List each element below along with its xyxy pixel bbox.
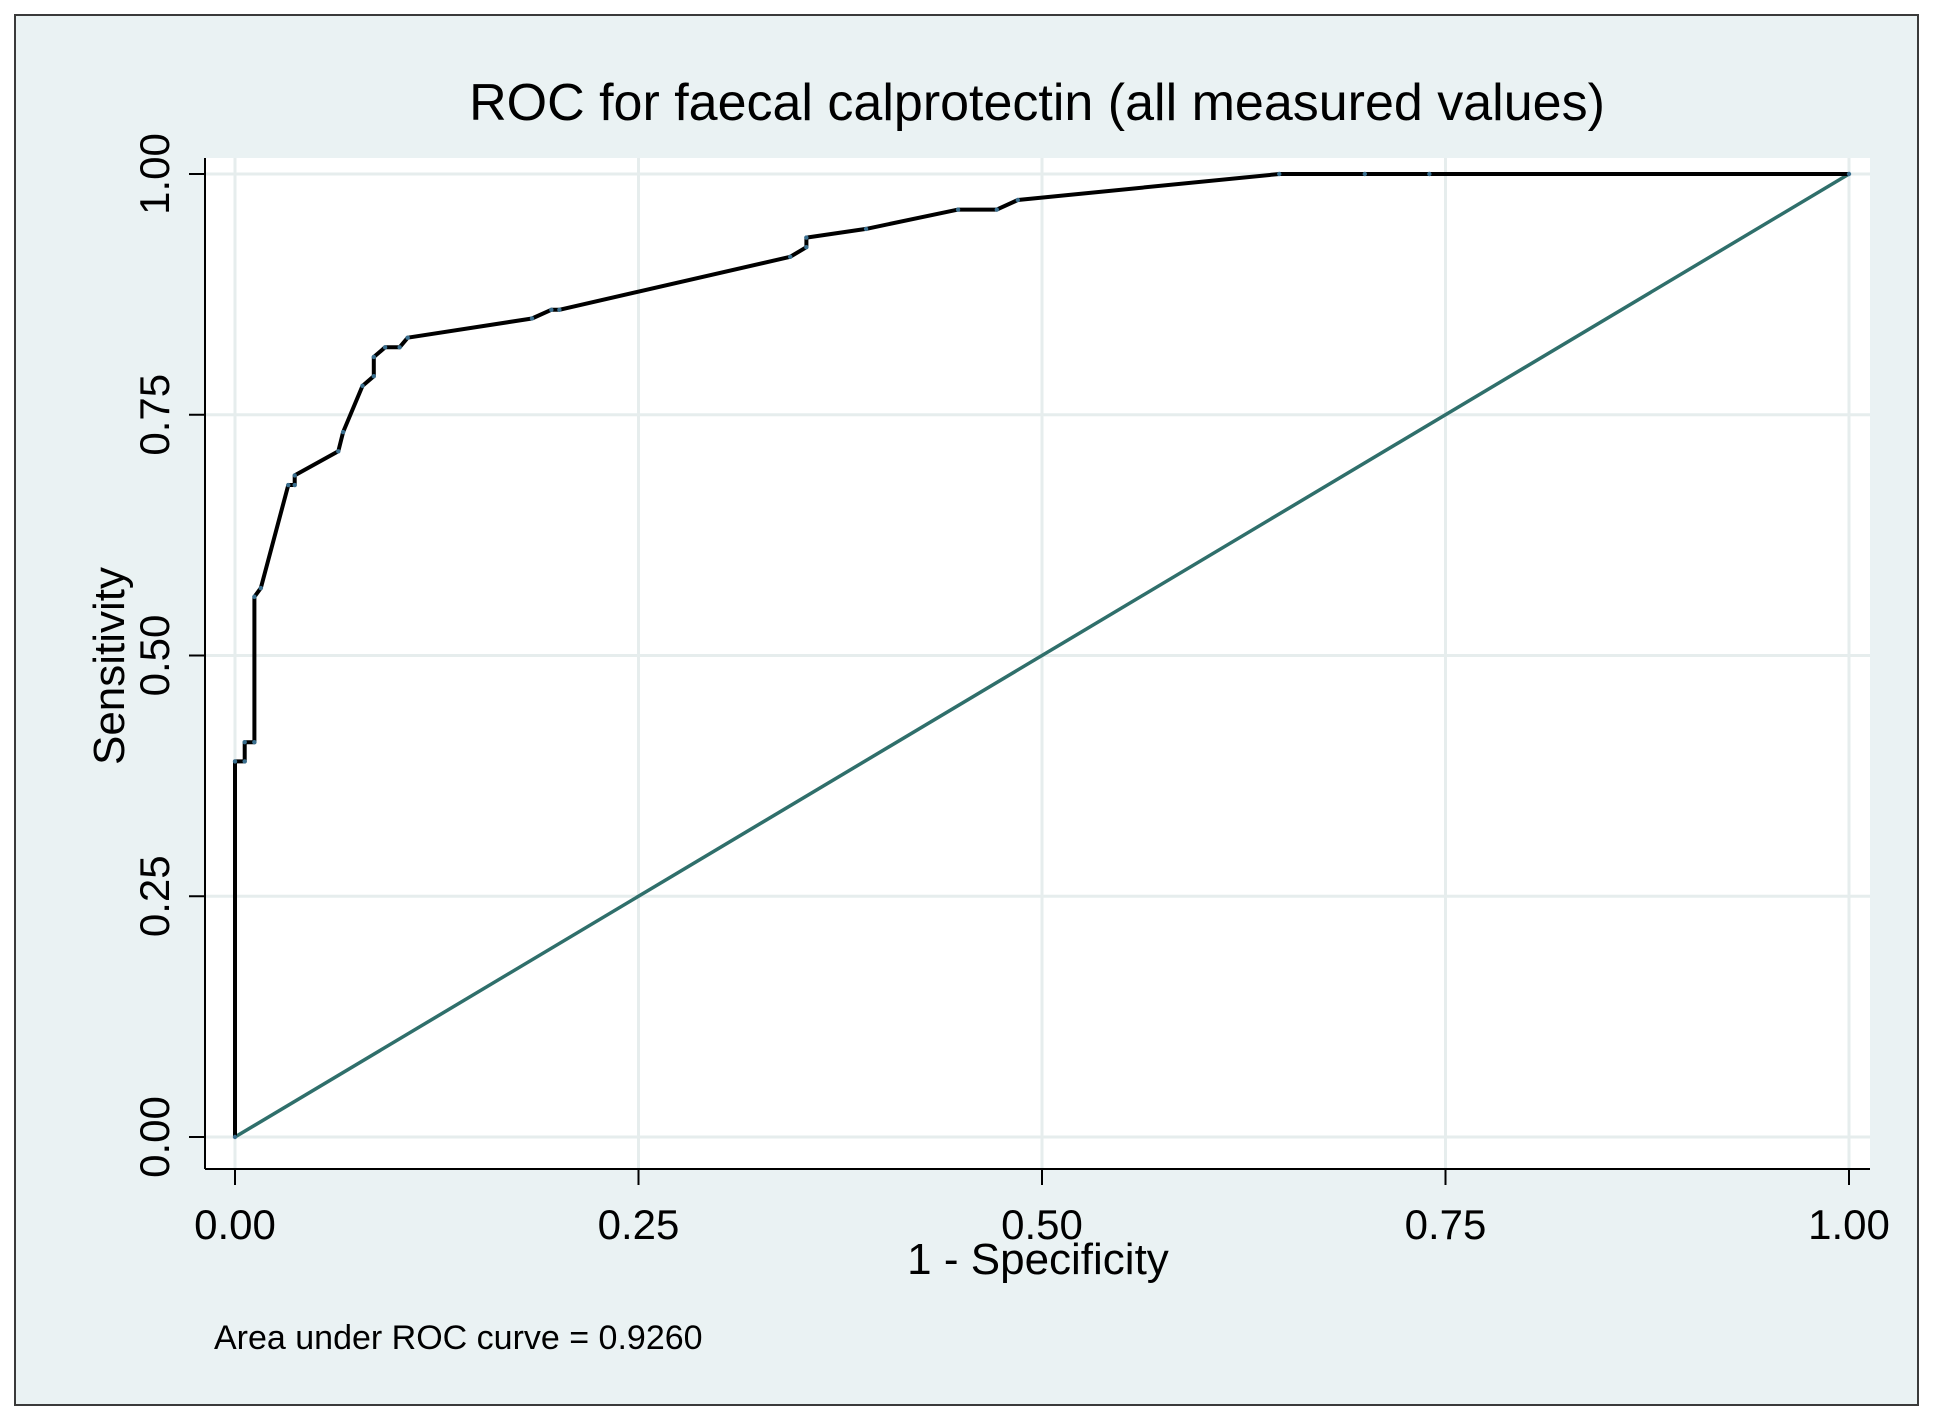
auc-note: Area under ROC curve = 0.9260 [214, 1319, 703, 1357]
roc-point [557, 307, 562, 312]
x-tick-label: 0.00 [194, 1201, 276, 1248]
roc-point [292, 482, 297, 488]
roc-point [405, 335, 410, 340]
roc-point [788, 254, 793, 260]
y-tick-label: 0.25 [131, 855, 178, 937]
x-tick-label: 1.00 [1808, 1201, 1890, 1248]
roc-point [1362, 171, 1368, 177]
x-tick-label: 0.75 [1405, 1201, 1487, 1248]
chart-title: ROC for faecal calprotectin (all measure… [469, 74, 1605, 132]
roc-point [382, 345, 388, 350]
roc-point [371, 354, 377, 360]
roc-point [1427, 171, 1432, 177]
y-tick-label: 1.00 [131, 133, 178, 215]
roc-point [252, 739, 257, 745]
roc-point [336, 449, 341, 454]
y-tick-label: 0.75 [131, 374, 178, 456]
roc-point [804, 235, 809, 240]
roc-point [955, 207, 961, 212]
roc-point [863, 226, 869, 232]
y-tick-labels: 0.00 0.25 0.50 0.75 1.00 [131, 133, 178, 1178]
roc-chart: ROC for faecal calprotectin (all measure… [85, 74, 1890, 1357]
roc-point [397, 345, 402, 350]
roc-point [994, 207, 1000, 212]
roc-point [242, 759, 247, 764]
roc-point [232, 1134, 238, 1140]
roc-point [1277, 171, 1282, 177]
roc-point [360, 383, 365, 389]
x-axis-label: 1 - Specificity [907, 1235, 1169, 1284]
y-tick-label: 0.00 [131, 1096, 178, 1178]
roc-point [286, 482, 291, 488]
roc-point [258, 585, 264, 591]
roc-point [371, 374, 377, 379]
roc-point [242, 739, 247, 745]
roc-point [252, 594, 257, 599]
roc-point [1015, 197, 1020, 203]
roc-point [529, 316, 535, 321]
y-axis-label: Sensitivity [85, 567, 134, 765]
series [232, 171, 1852, 1140]
reference-line [234, 172, 1850, 1139]
roc-point [1846, 171, 1852, 177]
y-tick-label: 0.50 [131, 615, 178, 697]
roc-point [804, 244, 809, 250]
axes [189, 158, 1870, 1185]
roc-point [232, 759, 238, 764]
x-tick-label: 0.50 [1001, 1201, 1083, 1248]
x-tick-label: 0.25 [598, 1201, 680, 1248]
chart-frame: ROC for faecal calprotectin (all measure… [14, 14, 1919, 1406]
roc-point [292, 473, 297, 478]
x-tick-labels: 0.00 0.25 0.50 0.75 1.00 [194, 1201, 1890, 1248]
roc-point [340, 429, 346, 435]
roc-point [549, 307, 554, 312]
